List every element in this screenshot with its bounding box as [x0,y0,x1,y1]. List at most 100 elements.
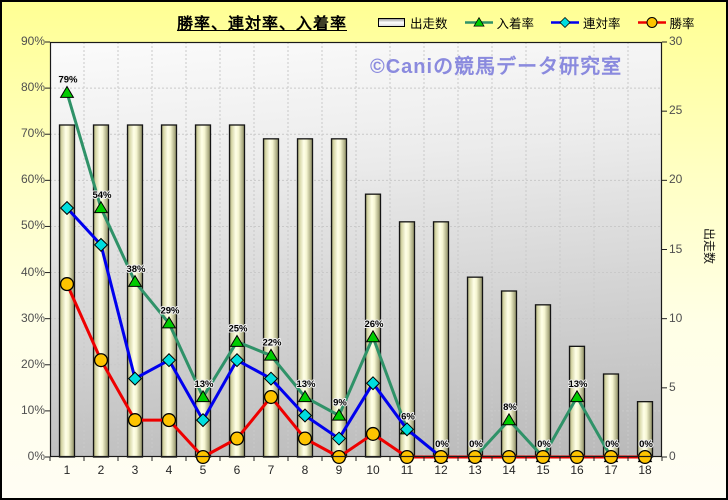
legend-label: 入着率 [496,16,535,31]
triangle-marker [59,85,75,98]
data-labels: 79% 54% 38% 29% 13% 25% 22% 13% 9% 26% 6% 0% 0% 8% 0% 1… [57,74,654,451]
right-axis-label: 25 [669,103,683,118]
x-axis-label: 6 [233,463,241,477]
data-label: 9% [333,398,347,409]
diamond-marker [195,413,211,428]
triangle-marker [501,412,517,426]
circle-marker [93,353,109,368]
diamond-marker [229,353,245,368]
bar-swatch [378,17,405,27]
watermark: ©Caniの競馬データ研究室 [370,56,623,78]
triangle-marker [365,329,381,343]
gridlines [50,42,662,457]
plot-canvas: 79% 54% 38% 29% 13% 25% 22% 13% 9% 26% 6% 0% 0% 8% 0% 1… [45,41,667,465]
right-axis-label: 15 [669,241,683,256]
right-axis-label: 0 [669,449,676,463]
diamond-marker [399,422,415,437]
x-axis-label: 18 [638,463,652,477]
circle-swatch-icon [637,16,666,28]
bar [160,124,178,458]
x-axis-label: 17 [604,463,618,477]
data-label: 0% [469,439,483,450]
data-label: 8% [503,402,517,413]
left-axis-label: 80% [20,80,45,95]
diamond-marker [297,408,313,423]
circle-marker [229,431,245,446]
triangle-marker [331,408,347,421]
legend-label: 連対率 [583,16,621,31]
bar [126,124,144,458]
left-axis-label: 50% [20,218,45,233]
x-axis-label: 12 [434,463,448,477]
diamond-marker [161,353,177,368]
left-axis-label: 30% [20,310,45,325]
circle-marker [297,431,313,446]
x-axis-label: 10 [366,463,380,477]
data-label: 22% [262,338,282,349]
x-axis-label: 11 [400,463,414,477]
x-axis-label: 2 [97,463,105,477]
circle-marker [263,390,279,405]
x-axis-label: 5 [199,463,207,477]
right-axis-label: 10 [669,310,683,325]
circle-marker [161,413,177,428]
right-axis-title: 出走数 [702,227,716,264]
left-axis-label: 0% [27,449,45,463]
right-axis-label: 30 [669,34,683,48]
data-label: 0% [537,439,551,450]
diamond-marker [331,431,347,446]
data-label: 29% [160,305,180,316]
placing-rate-line [65,92,645,459]
data-label: 26% [364,319,384,330]
x-axis-label: 3 [131,463,139,477]
bar [194,124,212,458]
data-label: 13% [296,379,316,390]
triangle-swatch-icon [464,16,493,26]
x-axis-label: 1 [63,463,71,477]
triangle-marker [161,316,177,329]
circle-marker [646,16,658,28]
bar [92,124,110,458]
diamond-marker [365,376,381,391]
x-axis-label: 9 [335,463,343,477]
left-axis-label: 10% [20,402,45,417]
legend-item-starts: 出走数 [377,13,448,32]
left-axis-label: 60% [20,172,45,187]
triangle-marker [297,389,313,403]
circle-marker [127,413,143,428]
x-axis-label: 7 [267,463,275,477]
x-axis-label: 16 [570,463,584,477]
diamond-swatch-icon [551,16,580,28]
data-label: 0% [435,439,449,450]
plot-border [49,41,663,458]
data-label: 6% [401,411,415,422]
left-axis-label: 70% [20,126,45,141]
bar [500,290,518,458]
bar [262,138,280,458]
x-axis-label: 13 [468,463,482,477]
legend-item-quinella-rate: 連対率 [550,13,621,32]
triangle-marker [263,348,279,361]
diamond-marker [59,200,75,216]
data-label: 25% [228,324,248,335]
bar [466,276,484,458]
legend-item-placing-rate: 入着率 [464,13,535,32]
data-label: 38% [126,264,146,275]
right-axis-label: 5 [669,379,676,394]
diamond-marker [263,371,279,386]
circle-marker [59,277,75,292]
left-axis-label: 20% [20,356,45,371]
circle-marker [365,426,381,441]
triangle-marker [93,200,109,214]
right-axis-label: 20 [669,172,683,187]
left-axis-label: 90% [20,34,45,48]
triangle-marker [195,389,211,403]
bar [432,221,450,458]
bar [534,304,552,458]
left-axis-label: 40% [20,264,45,279]
triangle-marker [472,16,485,26]
triangle-marker [569,389,585,403]
legend: 出走数 入着率 連対率 勝率 [377,13,695,31]
data-label: 79% [58,75,78,86]
